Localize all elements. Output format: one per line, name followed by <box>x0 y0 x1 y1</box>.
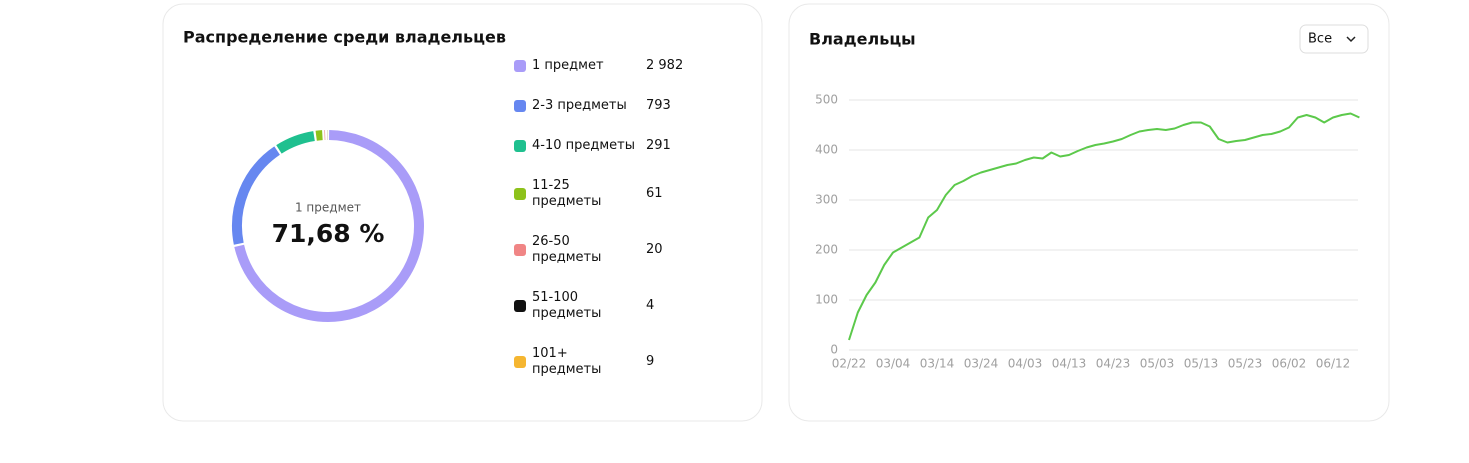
card-title: Владельцы <box>809 30 916 49</box>
legend-label: 1 предмет <box>532 58 604 73</box>
card-title: Распределение среди владельцев <box>183 28 506 47</box>
legend-value: 20 <box>646 242 663 257</box>
x-tick-label: 03/14 <box>920 357 955 371</box>
legend-label: 4-10 предметы <box>532 138 636 153</box>
legend-value: 4 <box>646 298 655 313</box>
x-tick-label: 03/24 <box>964 357 999 371</box>
dropdown-box[interactable] <box>1299 24 1369 54</box>
legend-value: 2 982 <box>646 58 684 73</box>
donut-center-name: 1 предмет <box>295 201 361 215</box>
donut-segment <box>234 130 424 322</box>
y-tick-label: 0 <box>830 343 838 357</box>
y-tick-label: 200 <box>815 243 838 257</box>
legend-swatch <box>514 244 526 256</box>
donut-segment <box>232 146 280 245</box>
legend-swatch <box>514 356 526 368</box>
legend-swatch <box>514 60 526 72</box>
x-tick-label: 04/23 <box>1096 357 1131 371</box>
legend-label: 26-50 предметы <box>532 234 602 265</box>
donut-segment <box>315 130 323 141</box>
donut-segment <box>276 131 315 154</box>
x-tick-label: 05/03 <box>1140 357 1175 371</box>
x-tick-label: 06/02 <box>1272 357 1307 371</box>
period-dropdown[interactable]: Все <box>1299 24 1369 54</box>
legend-label: 51-100 предметы <box>532 290 602 321</box>
x-tick-label: 03/04 <box>876 357 911 371</box>
donut-center-value: 71,68 % <box>272 219 385 248</box>
x-tick-label: 05/23 <box>1228 357 1263 371</box>
y-tick-label: 100 <box>815 293 838 307</box>
legend-value: 793 <box>646 98 671 113</box>
legend-label: 101+ предметы <box>532 346 602 377</box>
legend-label: 2-3 предметы <box>532 98 627 113</box>
card-owners <box>788 3 1390 422</box>
legend-swatch <box>514 188 526 200</box>
legend-swatch <box>514 100 526 112</box>
legend-swatch <box>514 140 526 152</box>
chevron-icon <box>1346 36 1356 43</box>
y-tick-label: 300 <box>815 193 838 207</box>
legend-value: 9 <box>646 354 655 369</box>
dropdown-label[interactable]: Все <box>1308 32 1332 47</box>
x-tick-label: 04/03 <box>1008 357 1043 371</box>
x-tick-label: 05/13 <box>1184 357 1219 371</box>
legend-value: 291 <box>646 138 671 153</box>
y-tick-label: 400 <box>815 143 838 157</box>
line-series <box>848 112 1360 341</box>
x-tick-label: 02/22 <box>832 357 867 371</box>
legend-value: 61 <box>646 186 663 201</box>
legend-swatch <box>514 300 526 312</box>
y-tick-label: 500 <box>815 93 838 107</box>
x-tick-label: 06/12 <box>1316 357 1351 371</box>
legend-label: 11-25 предметы <box>532 178 602 209</box>
x-tick-label: 04/13 <box>1052 357 1087 371</box>
